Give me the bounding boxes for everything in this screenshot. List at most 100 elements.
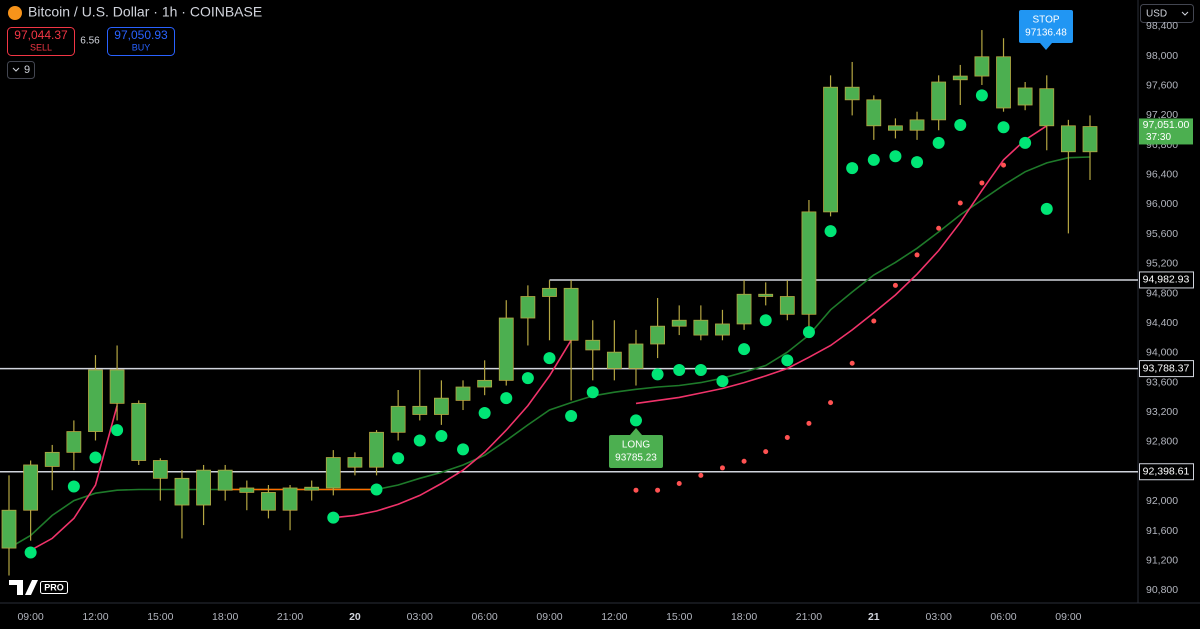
- y-tick-label: 92,800: [1146, 436, 1178, 448]
- indicators-toggle[interactable]: [7, 61, 35, 79]
- candle-body: [952, 75, 968, 81]
- indicator-dot: [457, 443, 470, 456]
- indicator-dot: [824, 225, 837, 238]
- candle-body: [996, 56, 1011, 109]
- level-label: 93,788.37: [1143, 362, 1190, 374]
- x-tick-label: 15:00: [666, 611, 692, 623]
- candle-body: [433, 397, 449, 415]
- signal-text: STOP: [1032, 15, 1059, 26]
- candle-body: [282, 487, 298, 511]
- indicator-dot: [370, 483, 383, 496]
- indicator-dot: [802, 326, 815, 339]
- candle-body: [261, 492, 276, 511]
- indicator-dot: [716, 375, 729, 388]
- candle-body: [844, 86, 860, 101]
- indicator-dot: [954, 119, 967, 132]
- candle-body: [217, 469, 233, 491]
- indicator-dot: [871, 318, 877, 324]
- chevron-icon: [1181, 11, 1189, 16]
- x-tick-label: 21: [868, 611, 880, 623]
- signal-box: [1019, 10, 1073, 43]
- indicator-dot: [932, 136, 945, 149]
- last-price-box: [1139, 118, 1193, 145]
- indicator-dot: [413, 434, 426, 447]
- candle-body: [650, 325, 665, 345]
- indicator-dot: [435, 430, 448, 443]
- indicator-dot: [759, 314, 772, 327]
- candle-body: [239, 487, 255, 493]
- indicator-dot: [1040, 202, 1053, 215]
- indicator-dot: [24, 546, 37, 559]
- candle-body: [455, 386, 471, 401]
- indicator-dot: [914, 252, 920, 258]
- indicator-dot: [392, 452, 405, 465]
- y-tick-label: 96,000: [1146, 198, 1178, 210]
- indicator-dot: [478, 407, 491, 420]
- indicator-dot: [738, 343, 751, 356]
- indicator-dot: [111, 424, 124, 437]
- chevron-icon: [12, 67, 20, 72]
- candle-body: [412, 405, 428, 415]
- indicator-dot: [806, 420, 812, 426]
- last-price: 97,051.00: [1143, 119, 1190, 131]
- indicator-dot: [763, 449, 769, 455]
- x-tick-label: 21:00: [277, 611, 303, 623]
- candle-body: [888, 125, 903, 131]
- indicator-dot: [565, 409, 578, 422]
- indicator-dot: [828, 400, 834, 406]
- candle-body: [304, 486, 320, 491]
- indicator-dot: [846, 162, 859, 175]
- indicator-dot: [911, 156, 924, 169]
- level-label-box: [1139, 360, 1194, 378]
- indicator-dot: [89, 451, 102, 464]
- candle-body: [369, 431, 384, 468]
- signal-text: LONG: [622, 440, 651, 451]
- candle-body: [196, 469, 211, 506]
- indicator-dot: [673, 363, 686, 376]
- indicator-dot: [867, 153, 880, 166]
- indicator-dot: [936, 225, 942, 231]
- candle-body: [1017, 87, 1033, 106]
- indicator-dot: [655, 487, 661, 493]
- indicator-dot: [957, 200, 963, 206]
- level-label-box: [1139, 271, 1194, 289]
- candle-body: [325, 457, 341, 489]
- candle-body: [109, 369, 125, 404]
- y-tick-label: 94,400: [1146, 317, 1178, 329]
- x-tick-label: 15:00: [147, 611, 173, 623]
- y-tick-label: 98,400: [1146, 20, 1178, 32]
- indicator-dot: [500, 392, 513, 405]
- logo-badge: [40, 581, 68, 594]
- indicator-dot: [1019, 136, 1032, 149]
- x-tick-label: 21:00: [796, 611, 822, 623]
- candle-body: [520, 296, 536, 319]
- candle-body: [390, 405, 406, 433]
- x-tick-label: 12:00: [601, 611, 627, 623]
- candle-body: [1, 509, 17, 549]
- candle-body: [823, 86, 838, 213]
- candle-body: [736, 293, 752, 325]
- candle-body: [66, 431, 82, 453]
- indicator-dot: [694, 363, 707, 376]
- ui-overlay: Bitcoin / U.S. Dollar · 1h · COINBASE 97…: [7, 4, 1194, 595]
- sell-price: 97,044.37: [14, 28, 68, 42]
- indicator-dot: [67, 480, 80, 493]
- buy-button[interactable]: [107, 27, 175, 56]
- countdown: 37:30: [1146, 132, 1171, 143]
- y-tick-label: 94,800: [1146, 287, 1178, 299]
- candle-body: [152, 460, 168, 479]
- candle-body: [131, 402, 147, 461]
- indicator-line: [30, 125, 1048, 552]
- indicator-dot: [633, 487, 639, 493]
- indicator-dot: [997, 121, 1010, 134]
- currency-select[interactable]: [1140, 4, 1194, 23]
- indicator-dot: [676, 481, 682, 487]
- candle-body: [347, 457, 363, 468]
- candle-body: [563, 287, 579, 341]
- indicators-count: 9: [24, 64, 30, 76]
- signal-pointer: [630, 428, 642, 435]
- sell-button[interactable]: [7, 27, 75, 56]
- y-tick-label: 94,000: [1146, 347, 1178, 359]
- currency: USD: [1146, 9, 1167, 20]
